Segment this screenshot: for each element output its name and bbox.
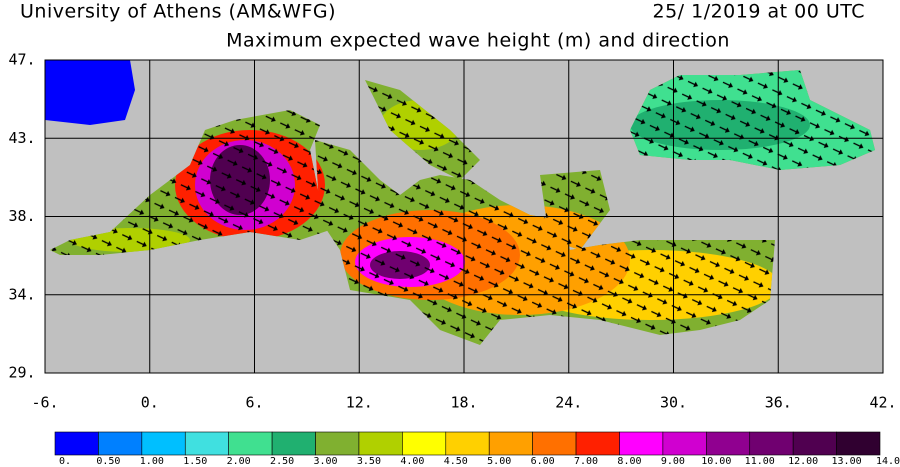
lat-label: 34. [8,285,35,303]
colorbar-label: 14.0 [876,456,900,467]
colorbar-swatch [141,431,186,456]
colorbar-swatch [315,431,360,456]
lon-label: 36. [765,394,792,412]
lon-label: 18. [450,394,477,412]
colorbar-swatch [575,431,620,456]
map-frame [44,59,884,374]
lon-label: -6. [31,394,58,412]
colorbar-swatch [532,431,577,456]
colorbar-label: 7.00 [574,456,598,467]
lat-label: 38. [8,207,35,225]
colorbar-swatch [706,431,751,456]
colorbar-label: 0. [59,456,71,467]
colorbar-label: 3.50 [357,456,381,467]
institution: University of Athens (AM&WFG) [20,1,336,23]
graticule [45,60,883,373]
colorbar-label: 12.00 [788,456,818,467]
colorbar-swatch [619,431,664,456]
colorbar-label: 2.50 [270,456,294,467]
colorbar-swatch [792,431,837,456]
colorbar-label: 5.00 [487,456,511,467]
colorbar-swatch [98,431,143,456]
colorbar-swatch [488,431,533,456]
map-area [44,59,884,374]
colorbar-swatch [445,431,490,456]
colorbar-label: 8.00 [617,456,641,467]
colorbar-label: 3.00 [313,456,337,467]
colorbar-label: 13.00 [832,456,862,467]
colorbar-swatch [662,431,707,456]
datetime: 25/ 1/2019 at 00 UTC [652,1,865,23]
lon-label: 30. [660,394,687,412]
colorbar-label: 0.50 [96,456,120,467]
colorbar-swatch [358,431,403,456]
colorbar-label: 10.00 [701,456,731,467]
colorbar-label: 4.50 [444,456,468,467]
colorbar-swatch [749,431,794,456]
colorbar-swatch [228,431,273,456]
atlantic [45,60,135,125]
lon-label: 42. [869,394,896,412]
colorbar-label: 2.00 [227,456,251,467]
colorbar-swatch [836,431,881,456]
colorbar-swatch [402,431,447,456]
lat-label: 47. [8,51,35,69]
lat-label: 43. [8,129,35,147]
colorbar-label: 1.50 [183,456,207,467]
colorbar: 0. 0.50 1.00 1.50 2.00 2.50 3.00 3.50 4.00 4.50 5.… [54,431,900,467]
colorbar-swatch [184,431,229,456]
colorbar-swatch [271,431,316,456]
colorbar-swatch [54,431,99,456]
lon-label: 6. [245,394,263,412]
map-title: Maximum expected wave height (m) and dir… [226,30,730,52]
lon-label: 24. [555,394,582,412]
colorbar-label: 1.00 [140,456,164,467]
colorbar-label: 4.00 [400,456,424,467]
lon-label: 0. [141,394,159,412]
colorbar-label: 9.00 [661,456,685,467]
colorbar-label: 11.00 [745,456,775,467]
lon-label: 12. [346,394,373,412]
lat-label: 29. [8,364,35,382]
colorbar-label: 6.00 [531,456,555,467]
